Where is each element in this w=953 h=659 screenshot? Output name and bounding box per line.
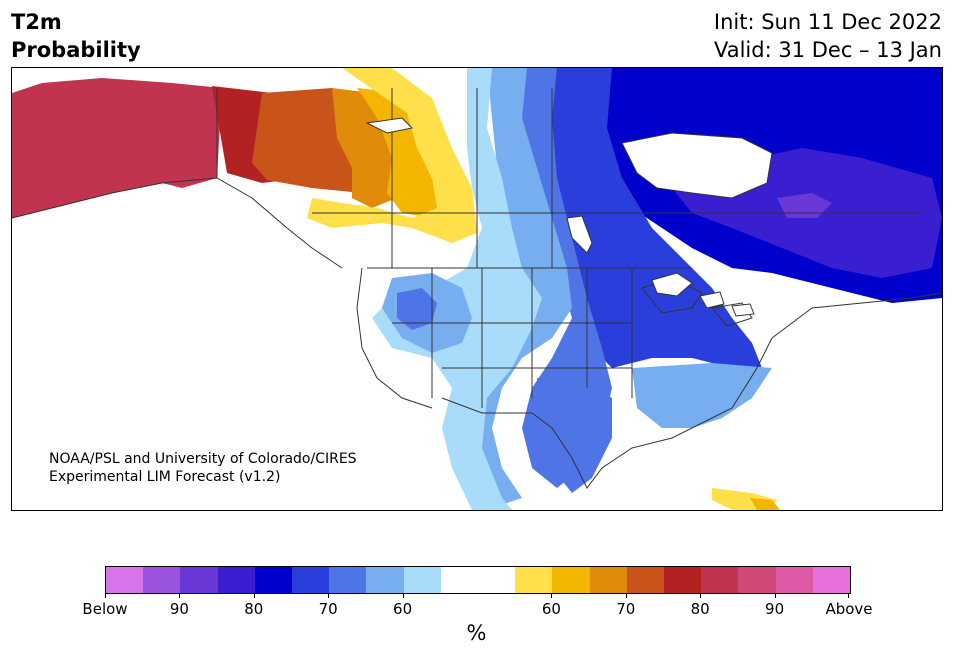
hudson-bay (622, 133, 772, 198)
colorbar-tick (848, 593, 849, 598)
colorbar-segment (403, 567, 441, 593)
data-credit: NOAA/PSL and University of Colorado/CIRE… (49, 450, 357, 486)
colorbar-tick-label: 70 (616, 600, 636, 618)
central-blue-1 (542, 68, 762, 368)
forecast-map (11, 67, 943, 511)
title-product: Probability (11, 38, 141, 62)
colorbar-tick-label: 60 (541, 600, 561, 618)
sask-warm (357, 88, 442, 218)
colorbar-segment (515, 567, 553, 593)
map-canvas (12, 68, 942, 510)
colorbar-tick (551, 593, 553, 598)
valid-period: Valid: 31 Dec – 13 Jan (713, 38, 942, 62)
colorbar-segment (440, 567, 479, 593)
init-date: Init: Sun 11 Dec 2022 (713, 10, 942, 34)
texas-blue (537, 378, 612, 493)
colorbar-unit: % (466, 621, 487, 645)
colorbar-tick-label: 80 (244, 600, 264, 618)
alaska-region (12, 78, 222, 218)
political-borders (12, 88, 942, 489)
colorbar-segment (366, 567, 404, 593)
colorbar-tick-label: Below (82, 600, 128, 618)
caribbean-gold (750, 498, 780, 510)
colorbar-segment (329, 567, 367, 593)
credit-line-1: NOAA/PSL and University of Colorado/CIRE… (49, 451, 357, 467)
colorbar-tick-label: 70 (318, 600, 338, 618)
probability-shading (12, 68, 942, 510)
colorbar-segment (589, 567, 627, 593)
colorbar-tick-label: Above (825, 600, 873, 618)
colorbar-tick-labels: Below 90 80 70 60 60 70 80 90 Above (0, 600, 953, 620)
colorbar-tick (774, 593, 776, 598)
credit-line-2: Experimental LIM Forecast (v1.2) (49, 469, 281, 485)
colorbar-segment (775, 567, 813, 593)
colorbar-segment (180, 567, 218, 593)
central-blue-3 (462, 68, 572, 508)
colorbar-tick (625, 593, 627, 598)
quebec-core (777, 193, 832, 218)
title-left: T2m Probability (11, 8, 141, 64)
colorbar-segment (738, 567, 776, 593)
hudson-bay-coast (621, 132, 773, 199)
colorbar-segment (552, 567, 590, 593)
colorbar-segment (812, 567, 851, 593)
colorbar-tick (700, 593, 702, 598)
title-variable: T2m (11, 10, 62, 34)
colorbar-tick (179, 593, 181, 598)
title-right: Init: Sun 11 Dec 2022 Valid: 31 Dec – 13… (714, 8, 942, 64)
colorbar-segment (626, 567, 665, 593)
lakes (365, 117, 755, 317)
colorbar-tick-label: 80 (690, 600, 710, 618)
colorbar-segment (478, 567, 516, 593)
colorbar-segment (701, 567, 739, 593)
colorbar-tick-label: 60 (393, 600, 413, 618)
colorbar-tick (328, 593, 330, 598)
colorbar-ticks (105, 593, 849, 598)
colorbar-segment (106, 567, 144, 593)
prairie-yellow (307, 68, 477, 243)
colorbar-tick-label: 90 (765, 600, 785, 618)
colorbar-tick-label: 90 (169, 600, 189, 618)
colorbar-segment (143, 567, 181, 593)
colorbar-segment (292, 567, 330, 593)
colorbar-tick (402, 593, 404, 598)
colorbar (105, 566, 851, 594)
colorbar-tick (253, 593, 255, 598)
west-blue-core (397, 288, 437, 330)
colorbar-segment (217, 567, 255, 593)
colorbar-tick (105, 593, 106, 598)
southeast-blue (632, 363, 772, 428)
colorbar-segment (664, 567, 702, 593)
colorbar-segment (254, 567, 293, 593)
